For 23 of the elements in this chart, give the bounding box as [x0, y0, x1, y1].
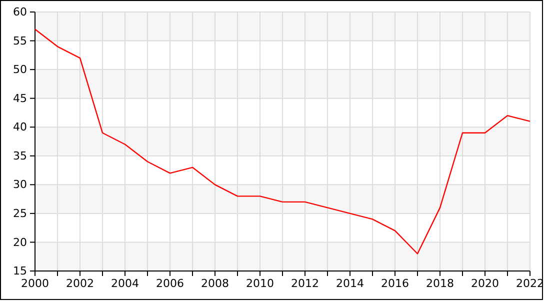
y-tick-label: 15 [13, 264, 27, 278]
x-tick-label: 2020 [471, 276, 499, 290]
y-tick-label: 35 [13, 149, 27, 162]
y-tick-label: 30 [13, 178, 27, 192]
x-tick-label: 2004 [111, 276, 139, 290]
x-tick-label: 2006 [156, 276, 184, 290]
y-tick-label: 25 [13, 206, 27, 220]
y-tick-label: 20 [13, 236, 27, 249]
y-tick-label: 55 [13, 34, 27, 48]
y-tick-label: 50 [13, 63, 27, 76]
x-tick-label: 2018 [426, 276, 454, 290]
x-tick-label: 2000 [21, 276, 49, 290]
x-tick-label: 2022 [516, 276, 544, 290]
x-tick-label: 2012 [291, 276, 319, 290]
x-tick-label: 2014 [336, 276, 364, 290]
x-tick-label: 2002 [66, 276, 94, 290]
y-tick-label: 40 [13, 120, 27, 134]
x-tick-label: 2010 [246, 276, 274, 290]
line-series [34, 28, 531, 254]
x-tick-label: 2016 [381, 276, 409, 290]
y-tick-label: 45 [13, 92, 27, 105]
y-tick-label: 60 [13, 6, 27, 19]
x-tick-label: 2008 [201, 276, 229, 290]
